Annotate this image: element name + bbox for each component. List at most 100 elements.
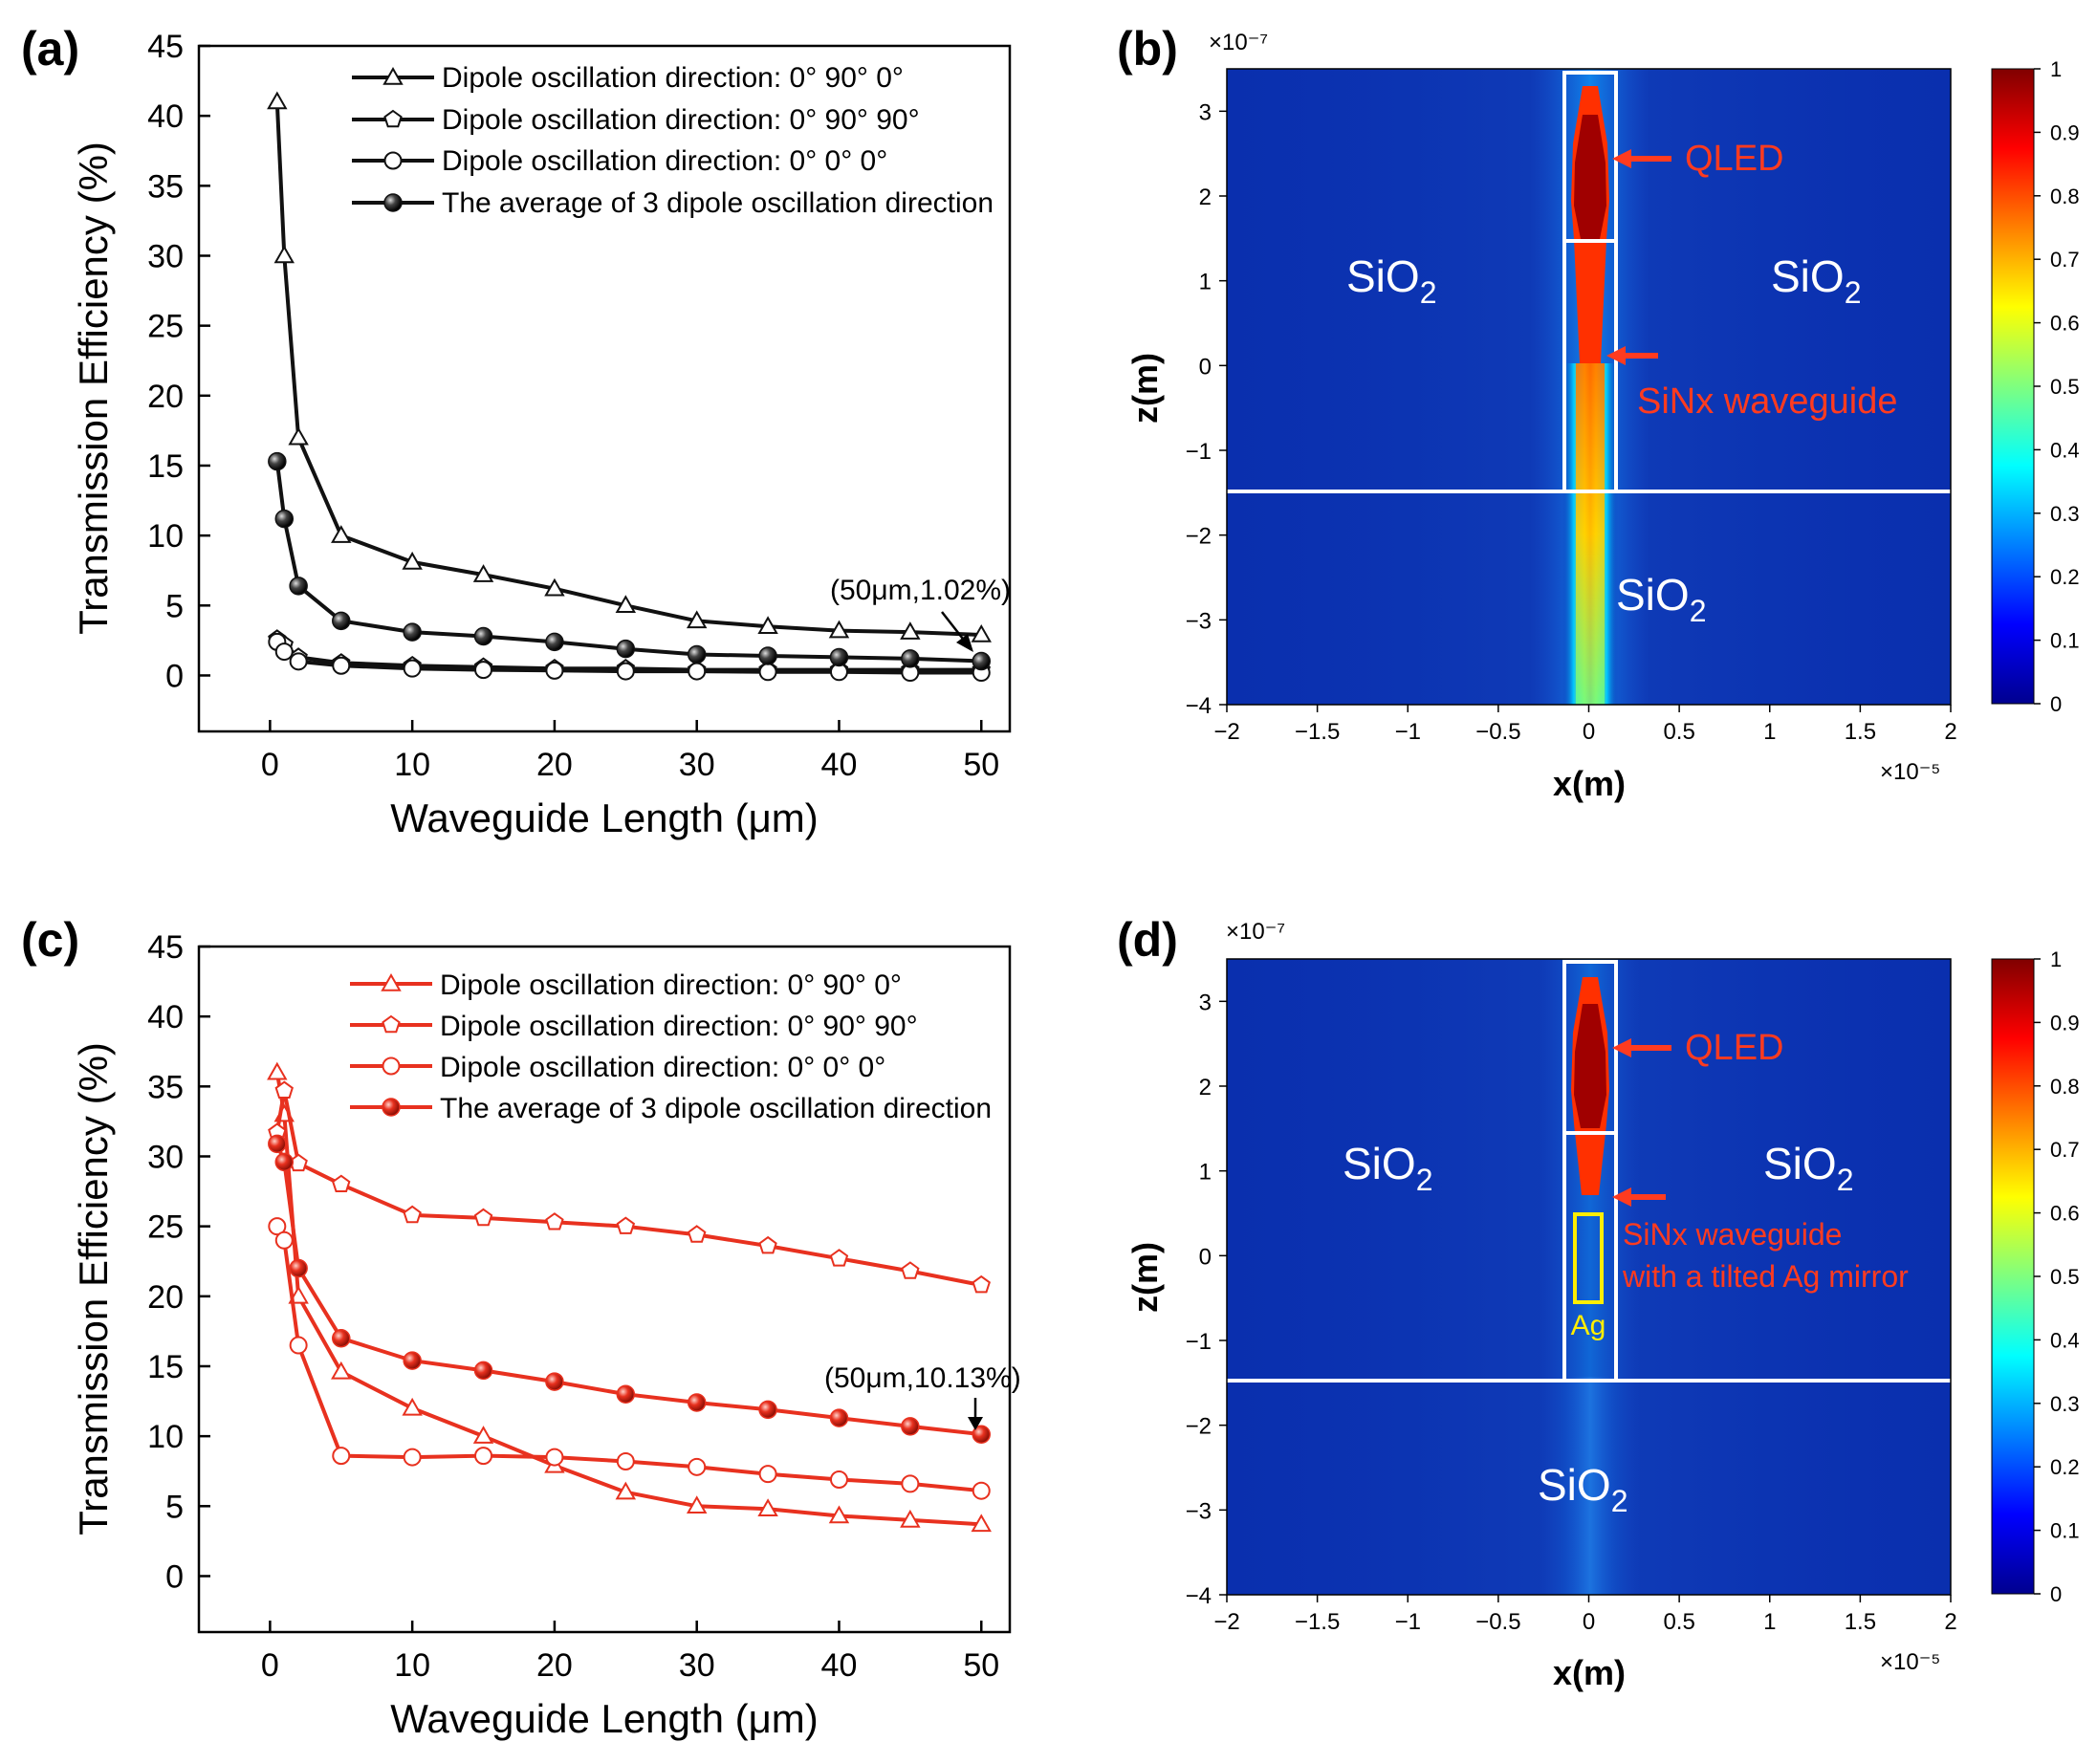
chart-d-colorbar-tick-label-7: 0.3 (2050, 1392, 2080, 1416)
chart-c-series-4-point-3 (332, 1328, 351, 1348)
chart-b-colorbar-tick-label-5: 0.5 (2050, 375, 2080, 399)
chart-d-colorbar (1991, 958, 2035, 1595)
chart-b-colorbar-tick-label-2: 0.8 (2050, 185, 2080, 208)
chart-b-qled-label: QLED (1685, 139, 1783, 179)
chart-b-colorbar (1991, 68, 2035, 705)
chart-a-legend-label-2: Dipole oscillation direction: 0° 90° 90° (442, 104, 920, 136)
chart-a-annotation: (50μm,1.02%) (830, 575, 1011, 606)
chart-a-series-4-point-9 (758, 646, 777, 665)
chart-c-series-4-point-0 (268, 1134, 287, 1154)
chart-a-annotation-arrow (941, 611, 967, 643)
chart-a-series-3-point-5 (474, 661, 493, 680)
chart-c-line-plot: 0 10 20 30 40 50 0 5 10 15 20 25 30 35 40 45 Dipole osc… (71, 929, 1021, 1741)
chart-a-y-tick-label-7: 35 (147, 168, 184, 205)
chart-c-legend-label-3: Dipole oscillation direction: 0° 0° 0° (440, 1052, 885, 1083)
chart-d-waveguide-arrowhead (1612, 1187, 1631, 1207)
chart-a-series-4-point-10 (829, 647, 849, 667)
chart-b-sio2-right-label: SiO2 (1771, 251, 1861, 310)
chart-c-y-tick-label-4: 20 (147, 1279, 184, 1316)
panel-label-a: (a) (21, 22, 79, 76)
chart-c-series-4-point-8 (687, 1393, 707, 1412)
chart-d-x-tick-label-4: 0 (1583, 1609, 1595, 1635)
chart-d-colorbar-tick-label-5: 0.5 (2050, 1265, 2080, 1289)
chart-d-y-tick-label-7: −4 (1186, 1583, 1212, 1609)
chart-b-x-tick-label-5: 0.5 (1663, 719, 1694, 745)
chart-c-series-1-point-12 (971, 1514, 992, 1533)
chart-c-series-1-point-8 (686, 1495, 708, 1514)
chart-c-x-tick-label-4: 40 (821, 1647, 858, 1684)
chart-c-series-4-point-1 (274, 1152, 295, 1172)
panel-label-b: (b) (1117, 22, 1178, 76)
chart-b-colorbar-tick-label-7: 0.3 (2050, 502, 2080, 526)
chart-b-x-tick-label-8: 2 (1944, 719, 1956, 745)
chart-b-y-tick-label-1: 2 (1199, 185, 1212, 210)
chart-d-x-tick-label-0: −2 (1213, 1609, 1239, 1635)
chart-a-legend-marker-3 (383, 151, 403, 170)
chart-a-series-1-point-3 (331, 525, 352, 543)
chart-a-series-1-point-7 (615, 595, 637, 614)
chart-c-series-4-point-7 (616, 1384, 636, 1404)
chart-a-legend-marker-1 (382, 66, 404, 85)
chart-d-y-tick-label-2: 1 (1199, 1160, 1212, 1186)
chart-a-series-4-point-8 (687, 644, 707, 664)
chart-c-series-2-point-9 (758, 1235, 777, 1254)
chart-c-series-2-point-12 (972, 1274, 991, 1294)
chart-c-series-3-point-7 (616, 1451, 635, 1470)
chart-b-y-tick-label-6: −3 (1186, 608, 1212, 634)
chart-c-series-1-point-7 (615, 1481, 637, 1500)
chart-d-colorbar-ticks: 1 0.9 0.8 0.7 0.6 0.5 0.4 0.3 0.2 0.1 0 (2034, 947, 2080, 1606)
chart-c-y-tick-label-2: 10 (147, 1419, 184, 1455)
chart-b-x-tick-label-4: 0 (1583, 719, 1595, 745)
chart-c-x-tick-label-2: 20 (536, 1647, 573, 1684)
chart-c-annotation: (50μm,10.13%) (824, 1362, 1021, 1394)
chart-d-y-tick-label-4: −1 (1186, 1329, 1212, 1355)
chart-d-x-tick-label-5: 0.5 (1663, 1609, 1694, 1635)
chart-d-y-tick-label-1: 2 (1199, 1075, 1212, 1100)
chart-a-series-1-point-5 (472, 564, 494, 582)
chart-d-ag-label: Ag (1571, 1310, 1606, 1341)
chart-c-series-1-point-0 (267, 1061, 288, 1080)
chart-c-x-tick-label-0: 0 (261, 1647, 279, 1684)
chart-b-x-exponent: ×10⁻⁵ (1880, 759, 1940, 785)
chart-d-colorbar-tick-label-1: 0.9 (2050, 1011, 2080, 1034)
chart-c-series-2-point-11 (901, 1261, 920, 1279)
chart-a-y-tick-label-4: 20 (147, 379, 184, 415)
chart-b-x-tick-label-7: 1.5 (1845, 719, 1876, 745)
chart-b-colorbar-ticks: 1 0.9 0.8 0.7 0.6 0.5 0.4 0.3 0.2 0.1 0 (2034, 57, 2080, 716)
chart-a-series-3-point-4 (403, 659, 422, 678)
chart-c-legend-marker-1 (381, 972, 402, 991)
chart-d-x-tick-label-6: 1 (1763, 1609, 1776, 1635)
chart-d-x-axis-title: x(m) (1553, 1653, 1626, 1692)
chart-c-annotation-arrowhead (968, 1417, 983, 1430)
chart-b-y-tick-label-4: −1 (1186, 439, 1212, 465)
chart-d-qled-label: QLED (1685, 1028, 1783, 1068)
chart-c-x-tick-label-5: 50 (963, 1647, 999, 1684)
chart-b-beam-core-lower (1576, 363, 1605, 705)
chart-a-y-tick-label-9: 45 (147, 29, 184, 65)
chart-b-colorbar-tick-label-4: 0.6 (2050, 312, 2080, 336)
chart-c-legend-label-2: Dipole oscillation direction: 0° 90° 90° (440, 1011, 918, 1042)
chart-d-sio2-right-label: SiO2 (1763, 1139, 1853, 1197)
chart-a-series-1-point-6 (544, 577, 565, 597)
chart-c-series-4-point-9 (758, 1400, 777, 1420)
chart-d-waveguide-label-line2: with a tilted Ag mirror (1622, 1259, 1909, 1294)
chart-c-series-3-point-1 (274, 1230, 294, 1250)
chart-d-colorbar-tick-label-3: 0.7 (2050, 1138, 2080, 1162)
chart-d-x-tick-label-8: 2 (1944, 1609, 1956, 1635)
chart-a-y-tick-label-5: 25 (147, 309, 184, 345)
chart-a-legend: Dipole oscillation direction: 0° 90° 0° … (442, 62, 994, 219)
panel-label-d: (d) (1117, 913, 1178, 967)
chart-c-legend: Dipole oscillation direction: 0° 90° 0° … (440, 969, 992, 1124)
chart-c-x-axis-title: Waveguide Length (μm) (390, 1696, 819, 1741)
chart-c-series-3-point-11 (901, 1474, 920, 1493)
chart-d-colorbar-tick-label-10: 0 (2050, 1582, 2062, 1606)
chart-a-y-tick-label-0: 0 (165, 658, 184, 694)
chart-b-y-axis-title: z(m) (1125, 353, 1165, 424)
chart-d-sio2-bottom-label: SiO2 (1538, 1460, 1627, 1518)
chart-d-colorbar-tick-label-8: 0.2 (2050, 1455, 2080, 1479)
chart-c-series-4-point-5 (473, 1361, 493, 1381)
chart-a-legend-marker-4 (383, 193, 403, 212)
chart-c-legend-marker-2 (382, 1014, 401, 1034)
chart-d-colorbar-tick-label-6: 0.4 (2050, 1328, 2080, 1352)
chart-b-x-tick-label-1: −1.5 (1295, 719, 1340, 745)
